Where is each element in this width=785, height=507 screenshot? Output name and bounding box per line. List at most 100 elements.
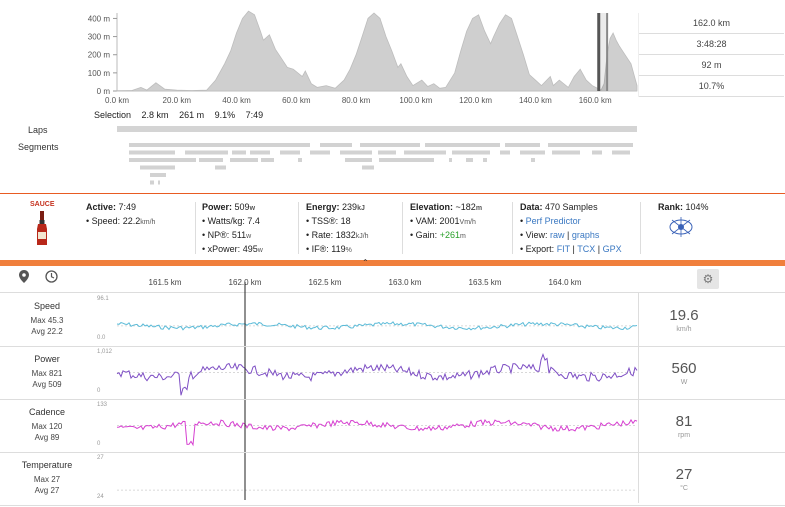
segment-bar[interactable] bbox=[500, 150, 510, 155]
segment-bar[interactable] bbox=[360, 143, 420, 147]
map-pin-icon[interactable] bbox=[15, 270, 33, 288]
stream-max: Max 821 bbox=[31, 369, 63, 378]
elevation-chart[interactable]: 400 m 300 m 200 m 100 m 0 m0.0 km 20.0 km 40.0… bbox=[0, 0, 785, 200]
segment-bar[interactable] bbox=[345, 158, 372, 162]
segments-label: Segments bbox=[18, 142, 59, 152]
segment-bar[interactable] bbox=[340, 150, 372, 155]
export-fit-link[interactable]: FIT bbox=[556, 244, 571, 254]
settings-gear-icon[interactable]: ⚙ bbox=[697, 269, 719, 289]
elevation-x-tick: 140.0 km bbox=[519, 96, 552, 105]
clock-icon[interactable] bbox=[42, 270, 60, 288]
distance-tick: 161.5 km bbox=[148, 278, 182, 287]
stat-rank: Rank: 104% bbox=[658, 202, 709, 212]
segment-bar[interactable] bbox=[425, 143, 500, 147]
elevation-y-tick: 200 m bbox=[88, 51, 111, 60]
selection-window[interactable] bbox=[598, 13, 608, 91]
stream-ymin: 0 bbox=[97, 388, 101, 394]
stream-current-power: 560 W bbox=[640, 360, 728, 386]
segment-bar[interactable] bbox=[158, 180, 160, 185]
export-gpx-link[interactable]: GPX bbox=[602, 244, 622, 254]
segment-bar[interactable] bbox=[129, 158, 196, 162]
elevation-y-tick: 400 m bbox=[88, 14, 111, 23]
segment-bar[interactable] bbox=[199, 158, 223, 162]
segment-bar[interactable] bbox=[612, 150, 630, 155]
elevation-x-tick: 20.0 km bbox=[163, 96, 192, 105]
segment-bar[interactable] bbox=[483, 158, 487, 162]
view-graphs-link[interactable]: graphs bbox=[571, 230, 600, 240]
stream-line-power bbox=[116, 353, 638, 396]
rank-badge-icon[interactable] bbox=[668, 216, 694, 238]
segment-bar[interactable] bbox=[140, 165, 175, 170]
stream-divider bbox=[0, 452, 785, 453]
segment-bar[interactable] bbox=[531, 158, 535, 162]
segment-bar[interactable] bbox=[230, 158, 258, 162]
stream-ymin: 0 bbox=[97, 441, 101, 447]
stream-label-temperature: Temperature Max 27 Avg 27 bbox=[0, 460, 94, 496]
stream-avg: Avg 509 bbox=[32, 380, 62, 389]
lap-bar[interactable] bbox=[117, 126, 637, 132]
segment-bar[interactable] bbox=[185, 150, 228, 155]
segment-bar[interactable] bbox=[250, 150, 270, 155]
stream-name: Power bbox=[34, 354, 60, 364]
perf-predictor-link[interactable]: Perf Predictor bbox=[525, 216, 581, 226]
segment-bar[interactable] bbox=[592, 150, 602, 155]
divider bbox=[195, 202, 196, 254]
stat-energy: Energy: 239kJ • TSS®: 18 • Rate: 1832kJ/… bbox=[306, 202, 369, 254]
segment-bar[interactable] bbox=[449, 158, 452, 162]
segment-bar[interactable] bbox=[466, 158, 473, 162]
export-tcx-link[interactable]: TCX bbox=[577, 244, 596, 254]
segment-bar[interactable] bbox=[505, 143, 540, 147]
stat-power: Power: 509w • Watts/kg: 7.4 • NP®: 511w … bbox=[202, 202, 263, 254]
stats-panel: SAUCE Active: 7:49 • Speed: 22.2km/h Pow… bbox=[0, 193, 785, 261]
segment-bar[interactable] bbox=[261, 158, 274, 162]
current-value: 19.6 bbox=[669, 307, 699, 324]
segment-bar[interactable] bbox=[298, 158, 302, 162]
elevation-y-tick: 300 m bbox=[88, 33, 111, 42]
segment-bar[interactable] bbox=[378, 150, 396, 155]
summary-elevation: 92 m bbox=[639, 55, 784, 76]
segment-bar[interactable] bbox=[310, 150, 330, 155]
elevation-summary: 162.0 km 3:48:28 92 m 10.7% bbox=[638, 13, 784, 97]
segment-bar[interactable] bbox=[155, 173, 166, 177]
segment-bar[interactable] bbox=[215, 165, 226, 170]
segment-bar[interactable] bbox=[129, 143, 310, 147]
segment-bar[interactable] bbox=[552, 150, 580, 155]
current-value: 81 bbox=[675, 413, 693, 430]
collapse-caret-icon[interactable]: ⌃ bbox=[362, 258, 369, 267]
segment-bar[interactable] bbox=[232, 150, 246, 155]
segment-bar[interactable] bbox=[548, 143, 633, 147]
elevation-y-tick: 0 m bbox=[97, 87, 111, 96]
stream-label-cadence: Cadence Max 120 Avg 89 bbox=[0, 407, 94, 443]
segment-bar[interactable] bbox=[280, 150, 300, 155]
selection-handle-left[interactable] bbox=[597, 13, 601, 91]
segment-bar[interactable] bbox=[150, 180, 154, 185]
segment-bar[interactable] bbox=[320, 143, 352, 147]
divider bbox=[298, 202, 299, 254]
segment-bar[interactable] bbox=[129, 150, 175, 155]
divider bbox=[640, 202, 641, 254]
selection-time: 7:49 bbox=[245, 110, 264, 120]
selection-handle-right[interactable] bbox=[606, 13, 609, 91]
segment-bar[interactable] bbox=[404, 150, 446, 155]
stream-ymax: 96.1 bbox=[97, 296, 109, 302]
segment-bar[interactable] bbox=[520, 150, 545, 155]
segment-bar[interactable] bbox=[379, 158, 434, 162]
selection-summary: Selection 2.8 km 261 m 9.1% 7:49 bbox=[94, 110, 271, 120]
stream-name: Temperature bbox=[21, 460, 73, 470]
segments-track[interactable] bbox=[0, 140, 785, 190]
elevation-x-tick: 0.0 km bbox=[105, 96, 129, 105]
panel-collapse-bar[interactable] bbox=[0, 260, 785, 266]
summary-grade: 10.7% bbox=[639, 76, 784, 97]
current-value: 560 bbox=[671, 360, 697, 377]
divider bbox=[512, 202, 513, 254]
segment-bar[interactable] bbox=[362, 165, 374, 170]
segment-bar[interactable] bbox=[452, 150, 490, 155]
current-value: 27 bbox=[675, 466, 693, 483]
stream-name: Cadence bbox=[28, 407, 66, 417]
elevation-y-tick: 100 m bbox=[88, 69, 111, 78]
stat-data: Data: 470 Samples • Perf Predictor • Vie… bbox=[520, 202, 622, 254]
selection-distance: 2.8 km bbox=[141, 110, 169, 120]
distance-tick: 162.5 km bbox=[308, 278, 342, 287]
view-raw-link[interactable]: raw bbox=[550, 230, 565, 240]
